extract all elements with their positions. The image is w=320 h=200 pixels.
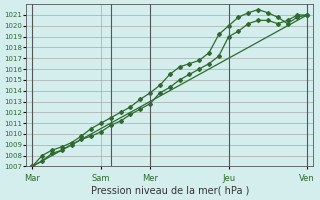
X-axis label: Pression niveau de la mer( hPa ): Pression niveau de la mer( hPa ) <box>91 186 249 196</box>
